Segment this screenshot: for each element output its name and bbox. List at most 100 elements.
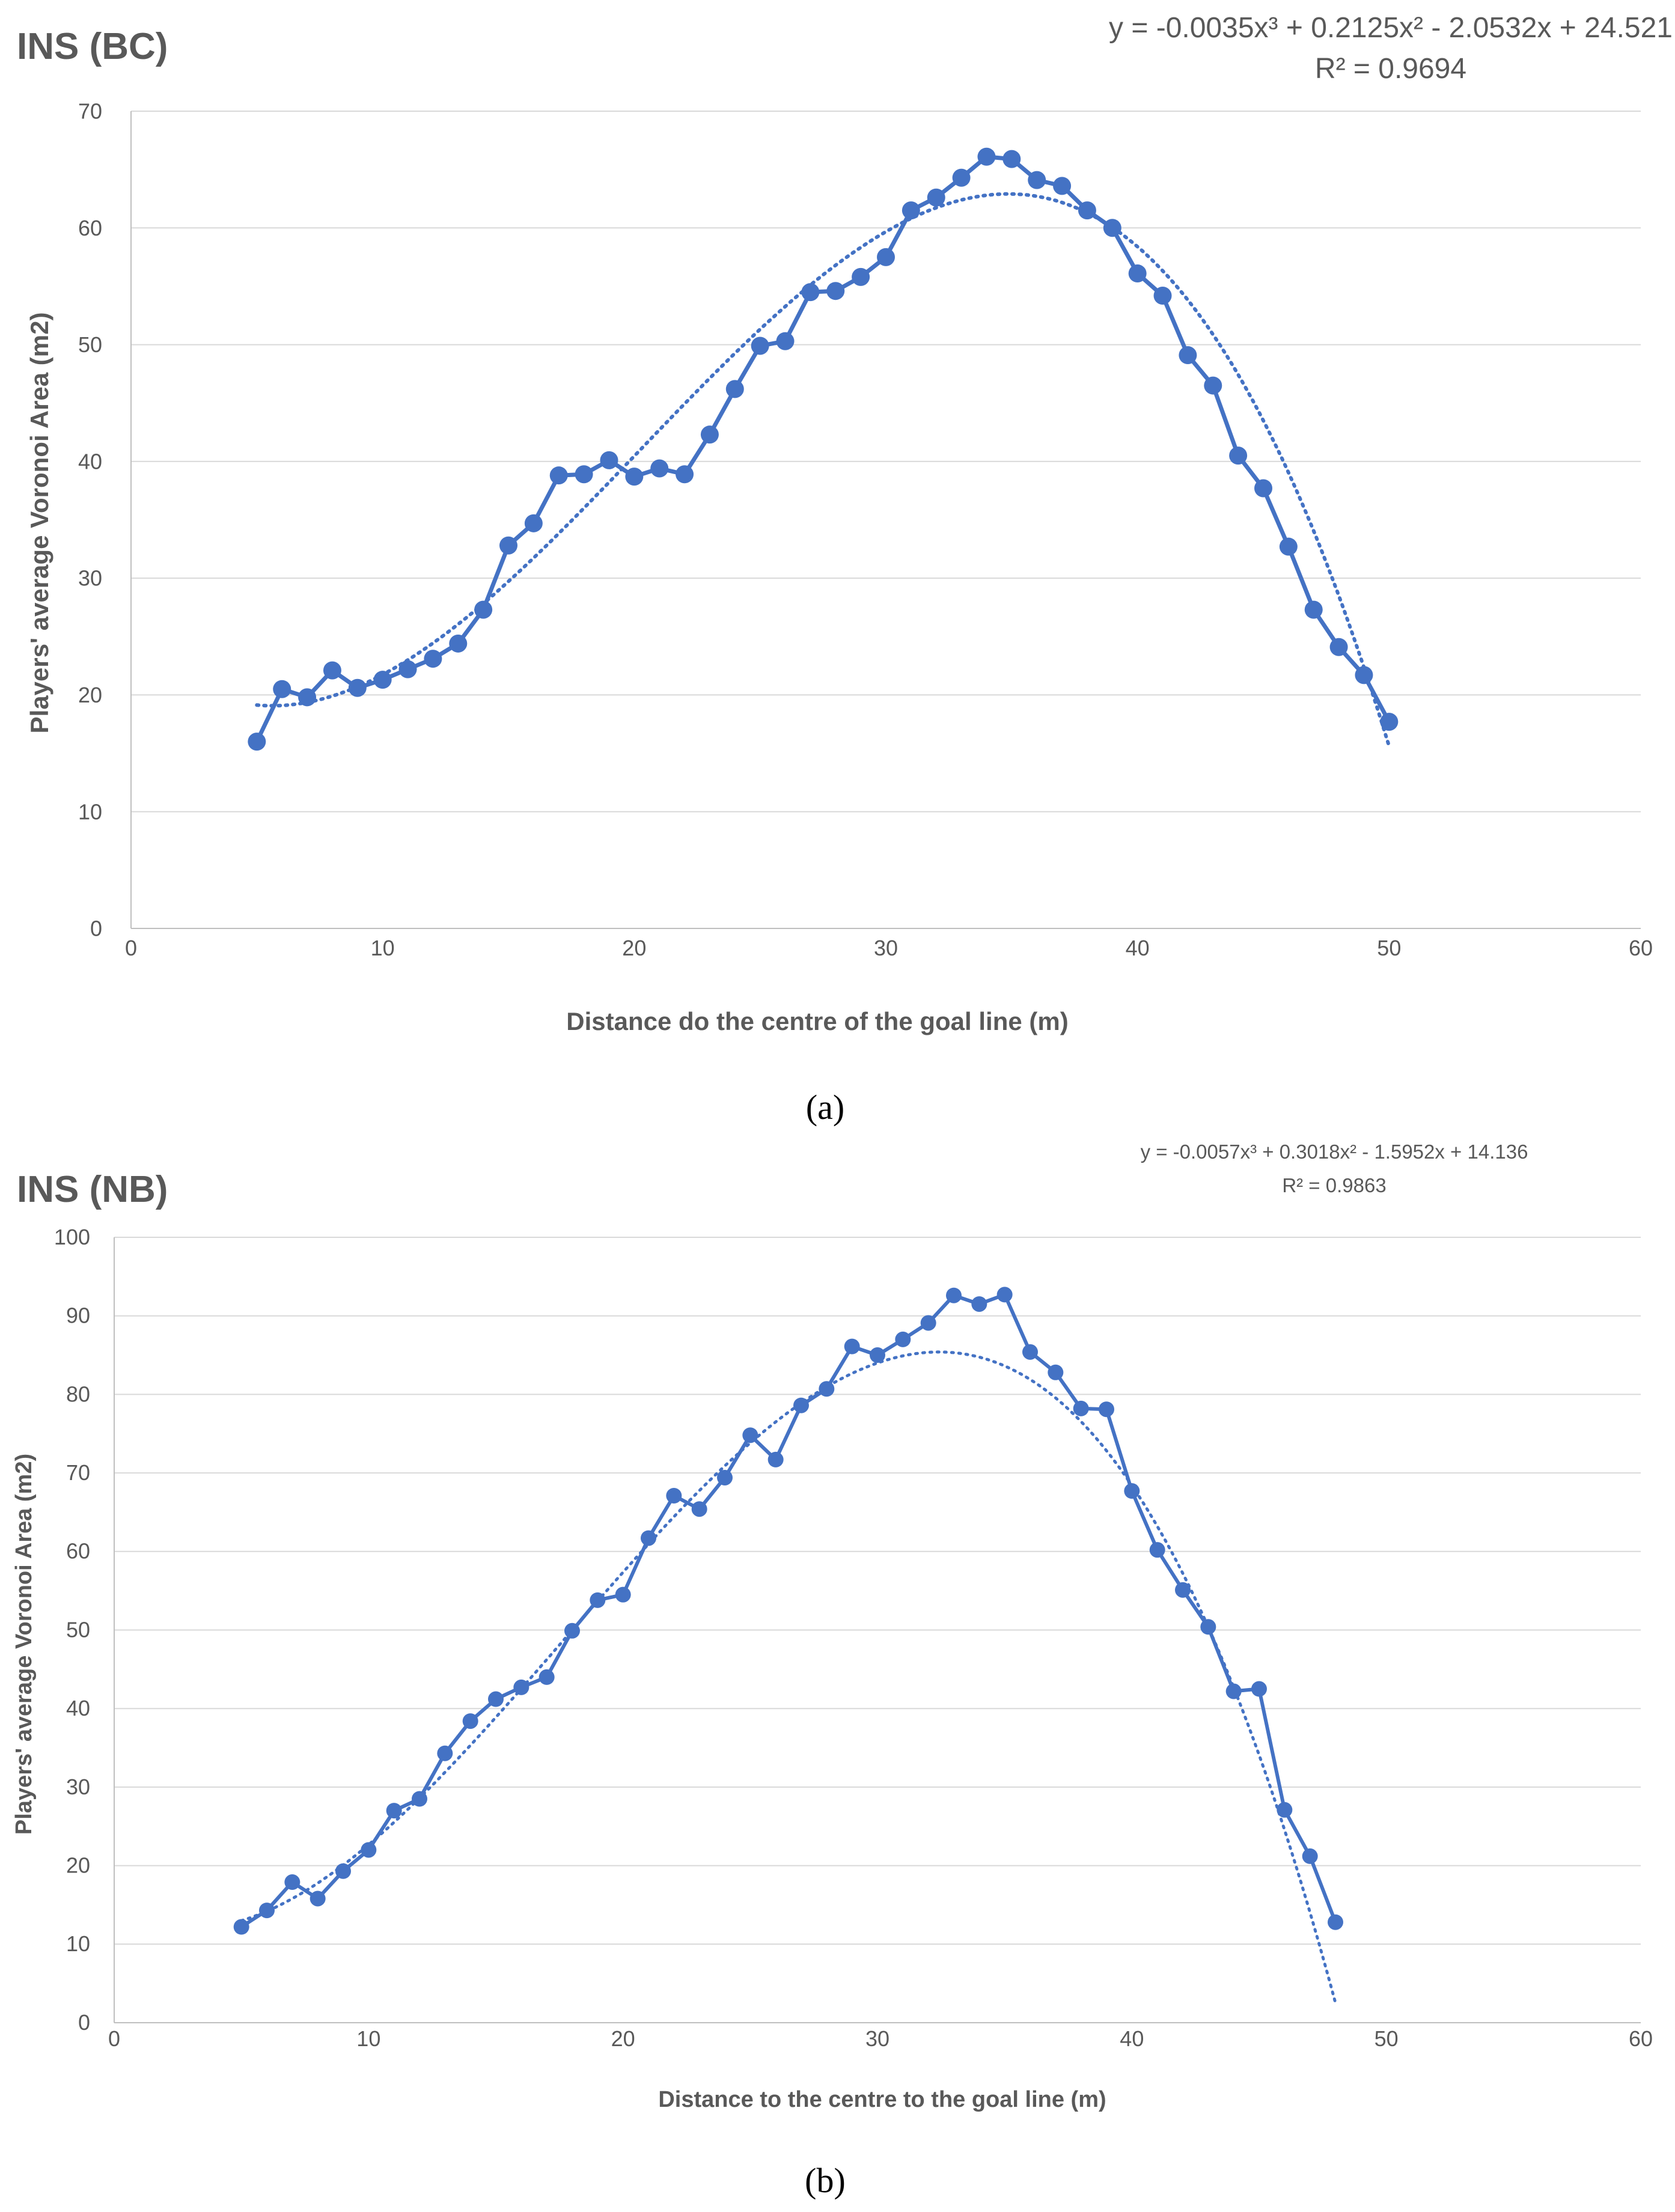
x-tick-labels: 0 10 20 30 40 50 60 [108, 2026, 1653, 2051]
data-point [819, 1381, 835, 1397]
data-point [488, 1691, 504, 1707]
data-point [751, 337, 769, 355]
trendline-r-squared: R² = 0.9694 [1315, 53, 1466, 85]
y-tick-label: 50 [66, 1617, 90, 1642]
data-point [1175, 1582, 1191, 1598]
y-tick-label: 90 [66, 1303, 90, 1328]
x-tick-label: 50 [1377, 936, 1401, 960]
data-point [666, 1488, 682, 1504]
data-point [1053, 177, 1072, 195]
panel-a-caption: (a) [806, 1088, 844, 1127]
data-point [1128, 264, 1147, 283]
data-point [600, 451, 618, 469]
data-point [1149, 1542, 1165, 1558]
trendline-equation: y = -0.0057x³ + 0.3018x² - 1.5952x + 14.… [1141, 1141, 1528, 1163]
data-point [233, 1919, 249, 1935]
data-point [852, 267, 870, 286]
y-tick-label: 30 [66, 1775, 90, 1799]
data-point [1225, 1683, 1242, 1699]
data-point [1022, 1344, 1038, 1360]
data-point [615, 1586, 631, 1603]
data-point [971, 1296, 987, 1312]
data-point [902, 201, 920, 220]
data-point [625, 468, 644, 486]
data-point [946, 1287, 962, 1303]
data-point [284, 1874, 301, 1891]
data-point [650, 459, 669, 478]
data-point [398, 660, 417, 678]
x-tick-label: 20 [611, 2026, 635, 2051]
y-tick-label: 30 [78, 566, 102, 591]
data-point [386, 1803, 402, 1819]
data-point [725, 380, 744, 398]
gridlines [131, 111, 1641, 812]
data-point [412, 1791, 427, 1807]
x-tick-label: 10 [356, 2026, 380, 2051]
trendline-equation: y = -0.0035x³ + 0.2125x² - 2.0532x + 24.… [1109, 12, 1673, 44]
data-point [742, 1427, 758, 1443]
y-tick-label: 100 [54, 1225, 90, 1249]
x-tick-label: 0 [108, 2026, 120, 2051]
data-point [1048, 1364, 1064, 1380]
data-point [424, 650, 442, 668]
data-points [233, 1287, 1343, 1935]
data-point [499, 536, 517, 555]
x-tick-label: 60 [1629, 936, 1653, 960]
data-point [952, 168, 971, 187]
y-tick-label: 10 [66, 1931, 90, 1956]
y-tick-label: 60 [66, 1539, 90, 1564]
x-tick-label: 20 [622, 936, 646, 960]
data-point [676, 465, 694, 484]
data-point [248, 733, 266, 751]
y-axis-label: Players' average Voronoi Area (m2) [25, 312, 53, 734]
data-point [1204, 376, 1222, 395]
data-point [524, 514, 543, 532]
data-point [298, 688, 317, 707]
data-point [335, 1863, 351, 1879]
data-point [1099, 1401, 1114, 1418]
data-point [870, 1347, 885, 1363]
x-tick-label: 60 [1629, 2026, 1653, 2051]
data-point [361, 1842, 377, 1858]
x-tick-label: 40 [1126, 936, 1150, 960]
data-point [1078, 201, 1096, 220]
gridlines [114, 1237, 1641, 1945]
y-tick-labels: 0 10 20 30 40 50 60 70 80 90 100 [54, 1225, 90, 2035]
trendline-r-squared: R² = 0.9863 [1282, 1174, 1386, 1196]
data-point [1355, 666, 1373, 684]
data-point [877, 248, 895, 266]
data-point [1229, 446, 1248, 465]
data-point [1002, 150, 1021, 168]
data-point [539, 1669, 555, 1685]
data-points [248, 147, 1399, 751]
data-point [776, 332, 795, 350]
data-point [348, 678, 367, 697]
data-point [1277, 1802, 1293, 1818]
y-tick-labels: 0 10 20 30 40 50 60 70 [78, 99, 102, 941]
y-tick-label: 80 [66, 1382, 90, 1406]
data-point [641, 1530, 656, 1546]
series-line [240, 1293, 1337, 1929]
data-point [549, 466, 568, 485]
data-point [590, 1592, 606, 1608]
data-point [793, 1397, 809, 1413]
data-point [462, 1713, 478, 1729]
data-point [1103, 219, 1121, 237]
x-tick-label: 30 [874, 936, 898, 960]
x-axis-label: Distance to the centre to the goal line … [658, 2087, 1106, 2112]
data-point [691, 1501, 707, 1517]
data-point [977, 147, 996, 166]
chart-panel-b: INS (NB) y = -0.0057x³ + 0.3018x² - 1.59… [11, 1141, 1653, 2112]
y-tick-label: 40 [78, 449, 102, 474]
data-point [1328, 1914, 1343, 1930]
data-point [1302, 1848, 1318, 1864]
data-point [895, 1331, 911, 1347]
data-point [1124, 1483, 1140, 1499]
y-tick-label: 0 [90, 916, 102, 941]
y-tick-label: 40 [66, 1696, 90, 1720]
x-axis-label: Distance do the centre of the goal line … [566, 1007, 1068, 1035]
y-tick-label: 70 [78, 99, 102, 124]
y-tick-label: 20 [66, 1853, 90, 1878]
data-point [826, 282, 845, 300]
